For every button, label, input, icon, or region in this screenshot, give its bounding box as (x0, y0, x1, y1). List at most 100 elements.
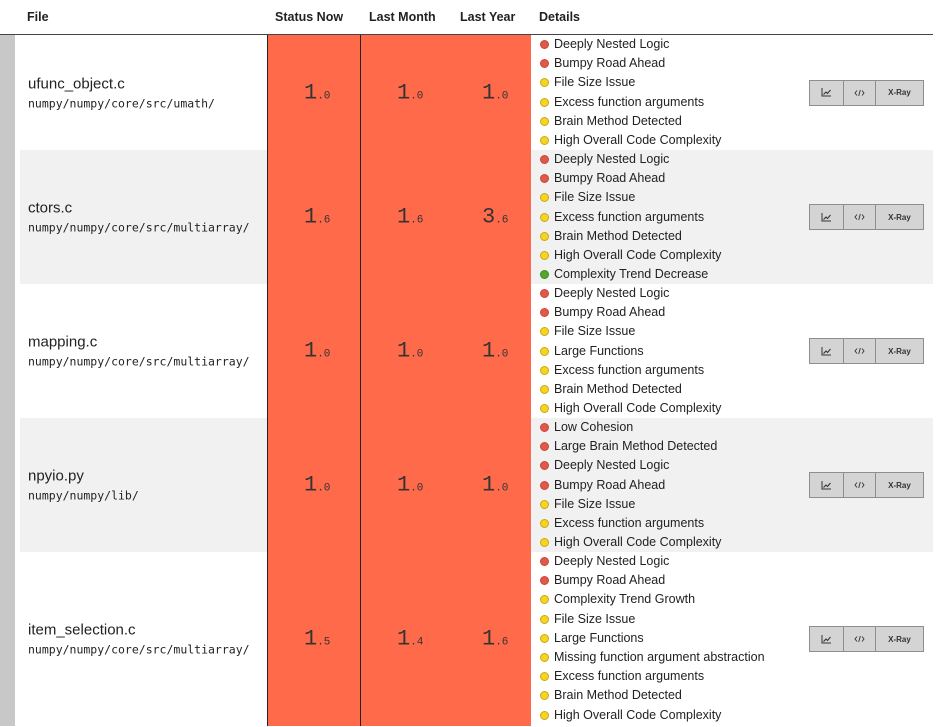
status-now-score-decimal: .0 (317, 482, 331, 495)
yellow-status-dot-icon (540, 710, 549, 720)
list-item[interactable]: Bumpy Road Ahead (540, 571, 765, 590)
list-item[interactable]: High Overall Code Complexity (540, 533, 721, 552)
yellow-status-dot-icon (540, 385, 549, 395)
list-item[interactable]: Deeply Nested Logic (540, 150, 721, 169)
list-item[interactable]: Bumpy Road Ahead (540, 54, 721, 73)
detail-label: Bumpy Road Ahead (554, 477, 666, 492)
last-month-score-cell: 1.0 (361, 35, 453, 150)
column-header-file[interactable]: File (27, 10, 49, 24)
list-item[interactable]: Large Brain Method Detected (540, 437, 721, 456)
file-name[interactable]: mapping.c (28, 333, 98, 351)
file-name[interactable]: item_selection.c (28, 621, 136, 639)
red-status-dot-icon (540, 40, 549, 50)
detail-label: Deeply Nested Logic (554, 37, 670, 51)
yellow-status-dot-icon (540, 633, 549, 643)
list-item[interactable]: Excess function arguments (540, 208, 721, 227)
trend-button[interactable] (810, 473, 843, 497)
last-month-score-integer: 1 (397, 338, 411, 364)
status-now-score-cell: 1.0 (267, 418, 361, 552)
file-name[interactable]: ctors.c (28, 199, 73, 217)
list-item[interactable]: Brain Method Detected (540, 227, 721, 246)
red-status-dot-icon (540, 174, 549, 184)
trend-button[interactable] (810, 81, 843, 105)
list-item[interactable]: Bumpy Road Ahead (540, 303, 721, 322)
list-item[interactable]: Deeply Nested Logic (540, 552, 765, 571)
list-item[interactable]: Large Functions (540, 342, 721, 361)
xray-button[interactable]: X-Ray (875, 80, 923, 105)
list-item[interactable]: File Size Issue (540, 73, 721, 92)
list-item[interactable]: High Overall Code Complexity (540, 246, 721, 265)
code-button[interactable] (843, 205, 875, 229)
list-item[interactable]: Brain Method Detected (540, 380, 721, 399)
last-year-score-decimal: .0 (495, 482, 509, 495)
status-now-score-decimal: .0 (317, 90, 331, 102)
xray-button[interactable]: X-Ray (875, 339, 923, 363)
row-action-buttons: X-Ray (809, 626, 924, 652)
list-item[interactable]: Low Cohesion (540, 418, 721, 437)
trend-chart-icon (821, 346, 831, 355)
file-name[interactable]: npyio.py (28, 467, 84, 485)
list-item[interactable]: File Size Issue (540, 188, 721, 207)
column-header-last-year[interactable]: Last Year (460, 10, 516, 24)
detail-label: File Size Issue (554, 190, 636, 205)
list-item[interactable]: Complexity Trend Growth (540, 590, 765, 609)
list-item[interactable]: Excess function arguments (540, 514, 721, 533)
list-item[interactable]: Missing function argument abstraction (540, 648, 765, 667)
list-item[interactable]: High Overall Code Complexity (540, 399, 721, 418)
list-item[interactable]: Deeply Nested Logic (540, 35, 721, 54)
file-cell (20, 150, 268, 284)
last-year-score-integer: 3 (482, 204, 496, 230)
last-month-score: 1.0 (397, 339, 423, 364)
file-path: numpy/numpy/core/src/multiarray/ (28, 220, 250, 235)
status-now-score-integer: 1 (304, 204, 318, 230)
list-item[interactable]: Excess function arguments (540, 361, 721, 380)
red-status-dot-icon (540, 480, 549, 490)
trend-chart-icon (821, 480, 831, 489)
code-button[interactable] (843, 627, 875, 651)
xray-button[interactable]: X-Ray (875, 627, 923, 651)
list-item[interactable]: File Size Issue (540, 610, 765, 629)
list-item[interactable]: High Overall Code Complexity (540, 706, 765, 725)
list-item[interactable]: Bumpy Road Ahead (540, 169, 721, 188)
last-year-score-integer: 1 (482, 80, 496, 105)
code-button[interactable] (843, 473, 875, 497)
list-item[interactable]: File Size Issue (540, 495, 721, 514)
last-year-score-integer: 1 (482, 338, 496, 364)
list-item[interactable]: High Overall Code Complexity (540, 131, 721, 150)
yellow-status-dot-icon (540, 499, 549, 509)
list-item[interactable]: File Size Issue (540, 322, 721, 341)
trend-button[interactable] (810, 205, 843, 229)
detail-label: Bumpy Road Ahead (554, 171, 666, 186)
list-item[interactable]: Complexity Trend Decrease (540, 265, 721, 284)
column-header-status-now[interactable]: Status Now (275, 10, 344, 24)
column-header-last-month[interactable]: Last Month (369, 10, 436, 24)
detail-label: Brain Method Detected (554, 381, 682, 396)
list-item[interactable]: Bumpy Road Ahead (540, 476, 721, 495)
list-item[interactable]: Deeply Nested Logic (540, 284, 721, 303)
yellow-status-dot-icon (540, 212, 549, 222)
last-month-score-decimal: .0 (410, 348, 424, 361)
list-item[interactable]: Excess function arguments (540, 667, 765, 686)
list-item[interactable]: Brain Method Detected (540, 686, 765, 705)
list-item[interactable]: Deeply Nested Logic (540, 456, 721, 475)
last-year-score: 1.0 (482, 80, 508, 105)
detail-label: Bumpy Road Ahead (554, 56, 666, 71)
list-item[interactable]: Large Functions (540, 629, 765, 648)
code-button[interactable] (843, 80, 875, 105)
file-name[interactable]: ufunc_object.c (28, 75, 125, 92)
detail-label: Excess function arguments (554, 209, 705, 224)
last-month-score-integer: 1 (397, 472, 411, 498)
file-info: ufunc_object.c numpy/numpy/core/src/umath… (28, 75, 215, 110)
xray-button[interactable]: X-Ray (875, 473, 923, 497)
trend-button[interactable] (810, 627, 843, 651)
file-cell (20, 418, 268, 552)
detail-label: Excess function arguments (554, 515, 705, 530)
list-item[interactable]: Excess function arguments (540, 93, 721, 112)
status-now-score-integer: 1 (304, 626, 318, 652)
xray-button[interactable]: X-Ray (875, 205, 923, 229)
code-button[interactable] (843, 339, 875, 363)
list-item[interactable]: Brain Method Detected (540, 112, 721, 131)
file-info: npyio.py numpy/numpy/lib/ (28, 468, 139, 503)
detail-label: Large Brain Method Detected (554, 439, 718, 454)
trend-button[interactable] (810, 339, 843, 363)
